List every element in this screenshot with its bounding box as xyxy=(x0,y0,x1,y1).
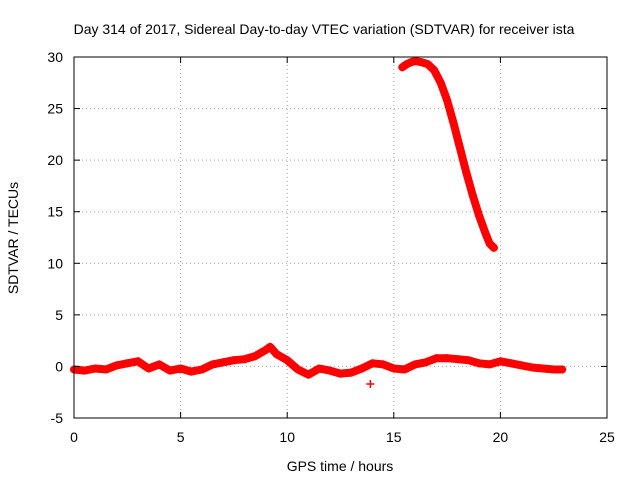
x-tick-label: 20 xyxy=(493,429,509,445)
data-point xyxy=(528,363,537,372)
data-point xyxy=(336,369,345,378)
data-point xyxy=(325,366,334,375)
y-tick-label: 15 xyxy=(47,204,63,220)
data-point xyxy=(133,357,142,366)
y-axis-label: SDTVAR / TECUs xyxy=(5,182,21,294)
data-point xyxy=(432,354,441,363)
data-point xyxy=(315,364,324,373)
data-point xyxy=(240,355,249,364)
y-tick-label: -5 xyxy=(51,410,64,426)
y-tick-label: 30 xyxy=(47,49,63,65)
data-point xyxy=(379,360,388,369)
data-point xyxy=(449,119,458,128)
data-point xyxy=(112,361,121,370)
data-point xyxy=(462,168,471,177)
x-tick-label: 15 xyxy=(386,429,402,445)
data-point xyxy=(400,365,409,374)
data-point xyxy=(475,359,484,368)
data-point xyxy=(402,60,411,69)
data-point xyxy=(261,345,270,354)
data-point xyxy=(517,361,526,370)
data-point xyxy=(406,58,415,67)
data-point xyxy=(251,352,260,361)
data-point xyxy=(197,365,206,374)
data-point xyxy=(283,356,292,365)
data-point xyxy=(475,211,484,220)
data-point xyxy=(357,364,366,373)
data-point xyxy=(421,358,430,367)
series-0 xyxy=(70,342,567,379)
data-point xyxy=(490,243,499,252)
data-point xyxy=(485,239,494,248)
data-point xyxy=(464,356,473,365)
series-line xyxy=(398,57,498,252)
data-point xyxy=(165,366,174,375)
data-point xyxy=(266,342,275,351)
plot-frame xyxy=(73,56,608,419)
y-tick-label: 20 xyxy=(47,152,63,168)
x-tick-label: 25 xyxy=(599,429,615,445)
data-point xyxy=(80,366,89,375)
data-point xyxy=(507,359,516,368)
plot-area xyxy=(70,57,567,388)
data-point xyxy=(304,370,313,379)
data-point xyxy=(453,355,462,364)
y-tick-label: 25 xyxy=(47,101,63,117)
data-point xyxy=(208,360,217,369)
axis-ticks: 0 5 10 15 20 25 -5 0 5 10 15 20 25 30 xyxy=(47,49,615,445)
y-tick-label: 10 xyxy=(47,255,63,271)
data-point xyxy=(417,58,426,67)
data-point xyxy=(123,359,132,368)
data-point xyxy=(558,365,567,374)
data-point xyxy=(155,360,164,369)
series-1 xyxy=(398,57,499,252)
data-point xyxy=(219,358,228,367)
data-point xyxy=(368,359,377,368)
data-point xyxy=(389,364,398,373)
x-tick-label: 5 xyxy=(177,429,185,445)
data-point xyxy=(398,63,407,72)
data-point xyxy=(347,368,356,377)
data-point xyxy=(411,360,420,369)
series-2 xyxy=(366,379,375,388)
y-tick-label: 0 xyxy=(55,358,63,374)
y-tick-label: 5 xyxy=(55,307,63,323)
data-point xyxy=(144,364,153,373)
data-point xyxy=(485,360,494,369)
data-point xyxy=(468,191,477,200)
data-point xyxy=(443,354,452,363)
data-point xyxy=(91,364,100,373)
data-point xyxy=(293,365,302,374)
x-axis-label: GPS time / hours xyxy=(287,458,394,474)
data-point xyxy=(423,60,432,69)
series-line xyxy=(70,342,567,379)
data-point xyxy=(481,229,490,238)
data-point xyxy=(549,365,558,374)
data-point xyxy=(187,367,196,376)
chart-title: Day 314 of 2017, Sidereal Day-to-day VTE… xyxy=(74,21,575,37)
data-point xyxy=(443,96,452,105)
data-point xyxy=(430,66,439,75)
data-point xyxy=(411,57,420,66)
x-tick-label: 10 xyxy=(279,429,295,445)
data-point xyxy=(176,364,185,373)
data-point xyxy=(539,364,548,373)
data-point xyxy=(366,379,375,388)
x-tick-label: 0 xyxy=(70,429,78,445)
data-point xyxy=(272,350,281,359)
data-point xyxy=(496,357,505,366)
data-point xyxy=(436,78,445,87)
data-point xyxy=(455,143,464,152)
data-point xyxy=(229,356,238,365)
data-point xyxy=(101,365,110,374)
